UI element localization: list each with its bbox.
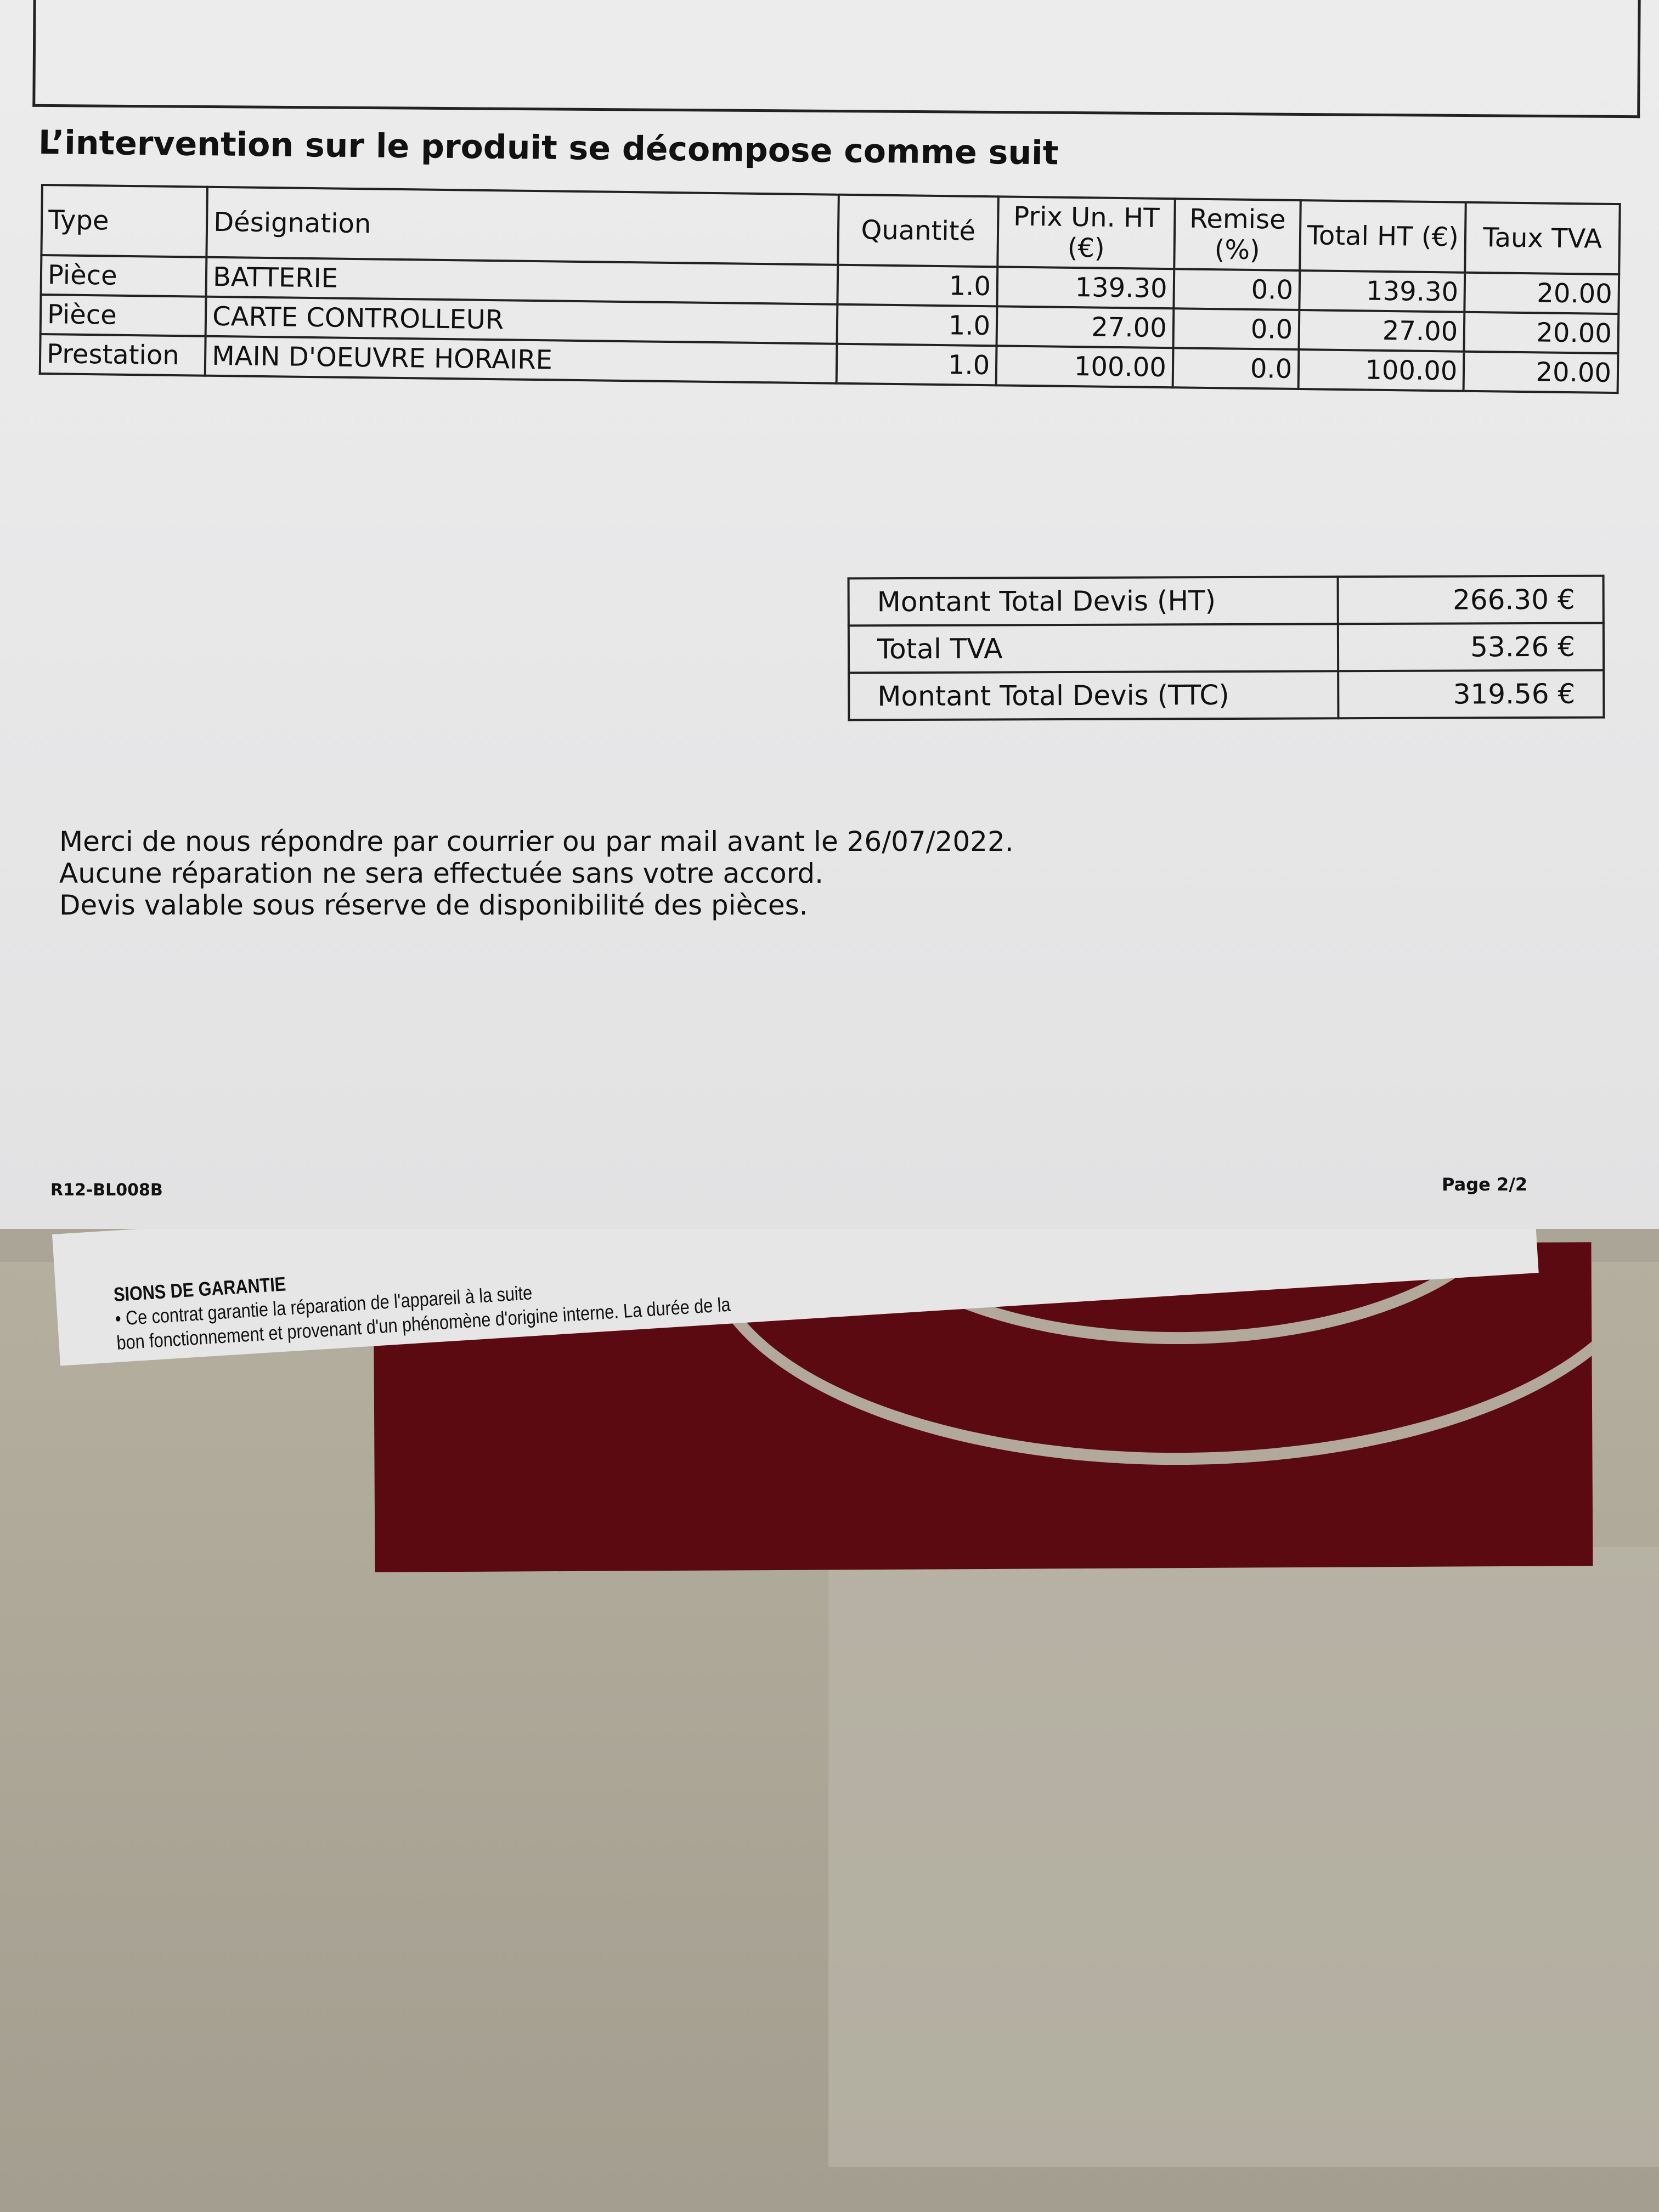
col-header: Désignation — [206, 187, 839, 265]
cell-type: Prestation — [40, 334, 206, 376]
message-line: Devis valable sous réserve de disponibil… — [59, 889, 808, 921]
totals-row: Montant Total Devis (HT) 266.30 € — [848, 575, 1604, 626]
total-value: 53.26 € — [1338, 623, 1604, 672]
message-line: Aucune réparation ne sera effectuée sans… — [59, 857, 824, 889]
background-pattern — [828, 1547, 1659, 2167]
total-label: Total TVA — [848, 624, 1339, 673]
cell-quantity: 1.0 — [837, 304, 997, 346]
cell-vat-rate: 20.00 — [1463, 351, 1618, 393]
col-header: Prix Un. HT (€) — [997, 196, 1175, 269]
col-header: Quantité — [838, 194, 999, 267]
cell-type: Pièce — [41, 255, 207, 297]
col-header: Remise (%) — [1174, 199, 1301, 271]
totals-row: Montant Total Devis (TTC) 319.56 € — [849, 670, 1604, 720]
header-box — [32, 0, 1641, 119]
page-number: Page 2/2 — [1442, 1174, 1528, 1195]
col-header: Type — [41, 185, 208, 257]
total-label: Montant Total Devis (TTC) — [849, 671, 1339, 720]
cell-designation: MAIN D'OEUVRE HORAIRE — [205, 336, 837, 383]
cell-type: Pièce — [40, 295, 206, 336]
total-value: 319.56 € — [1338, 670, 1604, 719]
cell-unit-price: 100.00 — [996, 346, 1173, 388]
col-header: Total HT (€) — [1300, 200, 1466, 273]
cell-quantity: 1.0 — [836, 343, 997, 386]
totals-table: Montant Total Devis (HT) 266.30 € Total … — [848, 575, 1605, 721]
cell-vat-rate: 20.00 — [1464, 272, 1620, 314]
cell-total-ht: 27.00 — [1299, 310, 1465, 352]
cell-unit-price: 139.30 — [997, 267, 1175, 309]
reply-message: Merci de nous répondre par courrier ou p… — [59, 826, 1014, 921]
cell-discount: 0.0 — [1173, 269, 1300, 311]
section-heading: L’intervention sur le produit se décompo… — [38, 123, 1059, 173]
total-label: Montant Total Devis (HT) — [848, 577, 1338, 626]
items-table: Type Désignation Quantité Prix Un. HT (€… — [39, 184, 1621, 394]
cell-unit-price: 27.00 — [996, 306, 1174, 348]
cell-total-ht: 100.00 — [1298, 349, 1464, 391]
cell-total-ht: 139.30 — [1299, 270, 1465, 312]
quote-page: L’intervention sur le produit se décompo… — [0, 0, 1659, 1229]
cell-discount: 0.0 — [1173, 308, 1300, 350]
cell-vat-rate: 20.00 — [1464, 312, 1619, 354]
total-value: 266.30 € — [1338, 575, 1604, 624]
document-reference: R12-BL008B — [50, 1181, 163, 1200]
cell-quantity: 1.0 — [837, 264, 998, 307]
cell-discount: 0.0 — [1172, 348, 1299, 390]
totals-row: Total TVA 53.26 € — [848, 623, 1604, 673]
message-line: Merci de nous répondre par courrier ou p… — [59, 826, 1014, 857]
col-header: Taux TVA — [1465, 202, 1620, 275]
